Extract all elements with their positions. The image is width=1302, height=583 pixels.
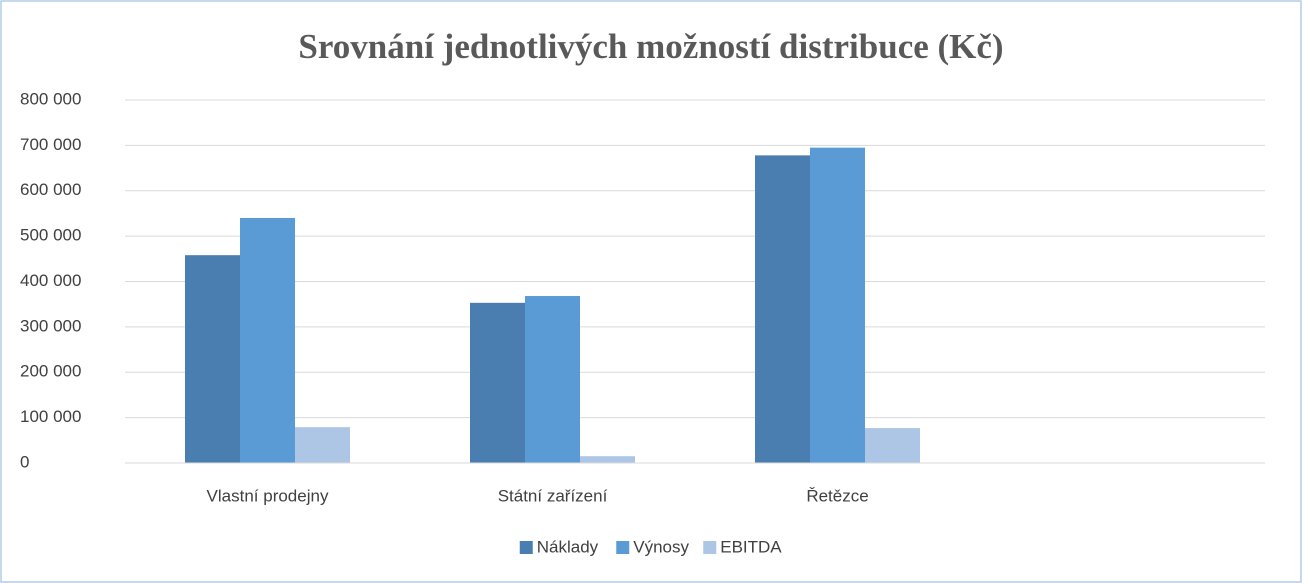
legend-swatch [616,541,630,554]
y-tick-label: 400 000 [20,271,81,290]
bar [810,147,865,464]
legend-label: EBITDA [720,537,782,556]
bar [185,255,240,463]
y-tick-label: 100 000 [20,407,81,426]
bar [580,456,635,463]
legend-label: Náklady [537,537,599,556]
bar [240,217,295,463]
legend-swatch [519,541,533,554]
bar [755,155,810,464]
y-tick-label: 600 000 [20,180,81,199]
x-tick-label: Vlastní prodejny [207,486,329,505]
bar [865,428,920,463]
y-tick-label: 500 000 [20,226,81,245]
y-tick-label: 800 000 [20,89,81,108]
chart-title: Srovnání jednotlivých možností distribuc… [298,27,1003,66]
x-tick-label: Státní zařízení [498,486,608,505]
y-tick-label: 300 000 [20,316,81,335]
legend-swatch [703,541,717,554]
y-tick-label: 700 000 [20,135,81,154]
y-tick-label: 0 [20,452,29,471]
y-tick-label: 200 000 [20,362,81,381]
bar [525,296,580,463]
legend-label: Výnosy [633,537,689,556]
bar [470,302,525,463]
x-tick-label: Řetězce [806,486,868,505]
bar [295,427,350,463]
